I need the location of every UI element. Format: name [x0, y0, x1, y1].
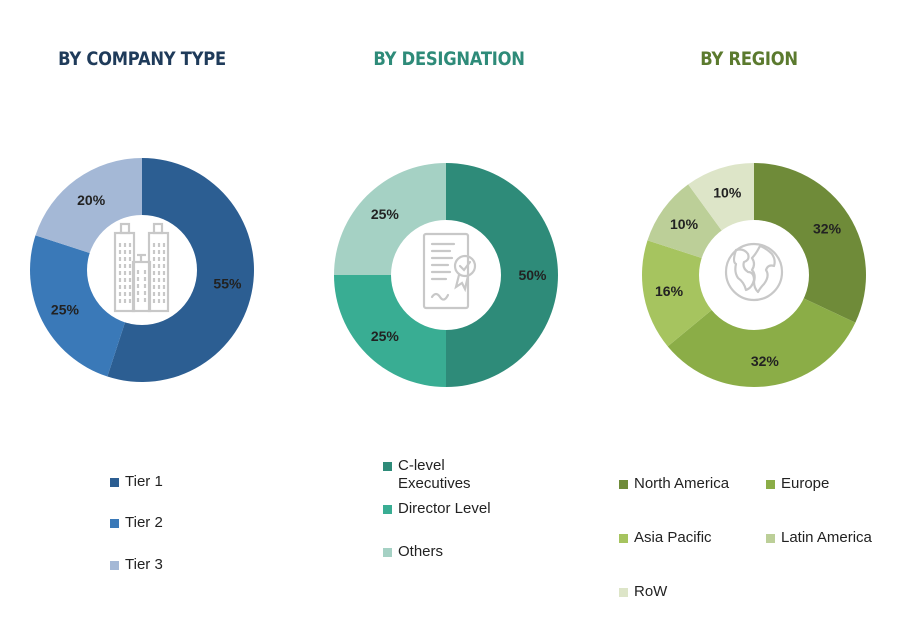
legend-item-others: Others — [383, 543, 443, 561]
donut-region — [642, 163, 867, 388]
slice-label: 25% — [51, 301, 80, 317]
chart-title-company-type: BY COMPANY TYPE — [58, 48, 226, 70]
legend-swatch — [383, 548, 392, 557]
legend-item-row: RoW — [619, 583, 667, 601]
legend-swatch — [766, 480, 775, 489]
slice-c-level-executives — [446, 163, 558, 387]
legend-item-director: Director Level — [383, 500, 491, 518]
legend-label: Tier 2 — [125, 514, 163, 531]
legend-item-latin-america: Latin America — [766, 529, 872, 547]
slice-label: 55% — [213, 276, 242, 292]
slice-label: 50% — [518, 267, 547, 283]
legend-label: C-level Executives — [398, 457, 471, 492]
legend-label: Tier 3 — [125, 556, 163, 573]
buildings-icon — [113, 222, 170, 313]
slice-label: 25% — [371, 206, 400, 222]
donut-company-type — [29, 158, 254, 382]
certificate-icon — [422, 232, 477, 310]
legend-label: Tier 1 — [125, 473, 163, 490]
donut-hole — [391, 220, 501, 330]
legend-label: RoW — [634, 583, 668, 600]
donut-hole — [87, 215, 197, 325]
legend-item-tier-1: Tier 1 — [110, 473, 163, 491]
slice-europe — [667, 275, 856, 388]
legend-swatch — [619, 534, 628, 543]
legend-label: Latin America — [781, 529, 872, 546]
slice-label: 32% — [813, 221, 842, 237]
slice-label: 10% — [670, 216, 699, 232]
chart-title-region: BY REGION — [700, 48, 798, 70]
legend-item-europe: Europe — [766, 475, 829, 493]
legend-swatch — [383, 462, 392, 471]
donut-designation — [334, 163, 558, 387]
slice-label: 25% — [371, 328, 400, 344]
legend-item-asia-pacific: Asia Pacific — [619, 529, 712, 547]
legend-swatch — [383, 505, 392, 514]
legend-swatch — [110, 561, 119, 570]
legend-label: North America — [634, 475, 730, 492]
legend-swatch — [766, 534, 775, 543]
slice-label: 16% — [655, 283, 684, 299]
legend-swatch — [619, 588, 628, 597]
legend-label: Others — [398, 543, 444, 560]
slice-label: 20% — [77, 192, 106, 208]
legend-label: Europe — [781, 475, 830, 492]
legend-item-c-level: C-level Executives — [383, 457, 493, 493]
legend-swatch — [110, 478, 119, 487]
globe-icon — [724, 242, 784, 302]
legend-label: Asia Pacific — [634, 529, 712, 546]
slice-label: 32% — [751, 353, 780, 369]
legend-label: Director Level — [398, 500, 491, 517]
slice-label: 10% — [713, 185, 742, 201]
legend-item-north-america: North America — [619, 475, 729, 493]
legend-item-tier-3: Tier 3 — [110, 556, 163, 574]
legend-swatch — [110, 519, 119, 528]
legend-swatch — [619, 480, 628, 489]
chart-title-designation: BY DESIGNATION — [373, 48, 525, 70]
legend-item-tier-2: Tier 2 — [110, 514, 163, 532]
